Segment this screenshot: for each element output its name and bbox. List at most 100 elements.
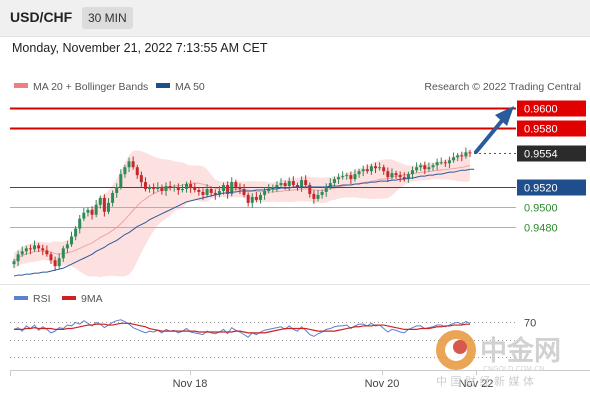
- candle-body: [349, 175, 353, 180]
- timeframe-badge[interactable]: 30 MIN: [82, 7, 133, 29]
- candle-body: [394, 173, 398, 176]
- candle-body: [205, 188, 209, 195]
- candle-body: [115, 187, 119, 193]
- candle-body: [353, 174, 357, 180]
- candle-body: [119, 174, 123, 188]
- research-credit: Research © 2022 Trading Central: [424, 81, 581, 93]
- candle-body: [20, 251, 24, 255]
- candle-body: [94, 204, 98, 215]
- candle-body: [234, 182, 238, 188]
- candle-body: [180, 188, 184, 190]
- ma50-line: [13, 168, 475, 277]
- candle-body: [111, 192, 115, 203]
- cngold-watermark: 中金网 CNGOLD.COM.CN 中 国 财 经 新 媒 体: [436, 330, 561, 388]
- time-tick-label: Nov 18: [173, 378, 208, 390]
- rsi-9ma-line: [14, 322, 470, 334]
- candle-body: [452, 157, 456, 161]
- candle-body: [148, 187, 152, 189]
- candle-body: [456, 155, 460, 158]
- candle-body: [369, 166, 373, 172]
- level-value-label: 0.9600: [524, 104, 558, 116]
- level-value-label: 0.9554: [524, 149, 558, 161]
- candle-body: [28, 248, 32, 250]
- candle-body: [98, 197, 102, 205]
- candle-body: [53, 260, 57, 267]
- candle-body: [271, 187, 275, 189]
- candle-body: [45, 250, 49, 255]
- level-tag-resistance: [517, 100, 586, 117]
- candle-body: [217, 190, 221, 195]
- candle-body: [70, 236, 74, 245]
- time-tick-label: Nov 22: [459, 378, 494, 390]
- candle-body: [341, 176, 345, 178]
- forecast-arrow: [474, 106, 514, 154]
- candle-body: [267, 188, 271, 191]
- candle-body: [16, 254, 20, 262]
- candle-body: [164, 186, 168, 191]
- report-datetime: Monday, November 21, 2022 7:13:55 AM CET: [12, 41, 268, 55]
- candle-body: [406, 174, 410, 180]
- candle-body: [189, 184, 193, 189]
- candle-body: [279, 183, 283, 186]
- candle-body: [156, 187, 160, 189]
- candle-body: [57, 258, 61, 267]
- candle-body: [74, 228, 78, 237]
- candle-body: [160, 187, 164, 191]
- chart-header: USD/CHF 30 MIN: [0, 0, 590, 37]
- candle-body: [185, 184, 189, 189]
- candle-body: [201, 191, 205, 195]
- candle-body: [49, 254, 53, 261]
- candle-body: [304, 180, 308, 186]
- candle-body: [431, 165, 435, 168]
- candle-body: [435, 162, 439, 166]
- candle-body: [254, 196, 258, 200]
- ma20-line: [13, 164, 471, 262]
- candle-body: [390, 173, 394, 178]
- candle-body: [328, 183, 332, 188]
- candle-body: [365, 169, 369, 172]
- candle-body: [127, 161, 131, 168]
- candle-body: [238, 187, 242, 189]
- watermark-domain: CNGOLD.COM.CN: [483, 365, 544, 373]
- candle-body: [230, 182, 234, 194]
- candle-body: [316, 194, 320, 199]
- level-value-label: 0.9520: [524, 183, 558, 195]
- candle-body: [197, 189, 201, 192]
- candle-body: [246, 194, 250, 203]
- watermark-brand: 中金网: [480, 335, 561, 367]
- legend-label-ma20: MA 20 + Bollinger Bands: [33, 81, 148, 93]
- candle-body: [283, 183, 287, 187]
- candle-body: [86, 209, 90, 213]
- candle-body: [168, 186, 172, 189]
- candle-body: [312, 193, 316, 199]
- candle-body: [222, 185, 226, 191]
- rsi-level-label: 70: [524, 317, 536, 329]
- candle-body: [24, 248, 28, 252]
- legend-label-9ma: 9MA: [81, 293, 103, 305]
- candle-body: [324, 187, 328, 192]
- candle-body: [337, 177, 341, 180]
- candle-body: [139, 175, 143, 183]
- legend-swatch-9ma: [62, 296, 76, 300]
- legend-label-ma50: MA 50: [175, 81, 205, 93]
- candle-body: [402, 177, 406, 180]
- level-value-label: 0.9480: [524, 223, 558, 235]
- candle-body: [374, 166, 378, 169]
- candle-body: [172, 187, 176, 189]
- candle-body: [320, 191, 324, 195]
- candle-body: [386, 171, 390, 178]
- candle-body: [287, 181, 291, 187]
- candle-body: [275, 185, 279, 188]
- legend-swatch-ma50: [156, 83, 170, 88]
- candle-body: [250, 196, 254, 203]
- candle-body: [427, 167, 431, 170]
- candle-body: [106, 202, 110, 212]
- candle-body: [300, 180, 304, 188]
- level-value-label: 0.9580: [524, 124, 558, 136]
- symbol-title: USD/CHF: [10, 9, 73, 25]
- candle-body: [33, 245, 37, 250]
- candle-body: [258, 194, 262, 200]
- candle-body: [345, 175, 349, 177]
- candle-body: [464, 152, 468, 157]
